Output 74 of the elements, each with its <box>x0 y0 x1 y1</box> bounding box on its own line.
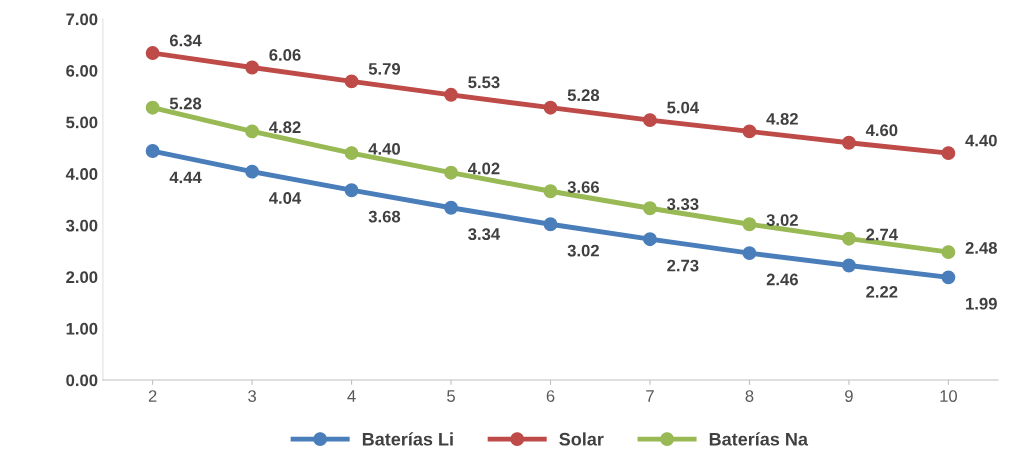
point <box>941 270 956 285</box>
data-label: 2.74 <box>866 228 898 241</box>
legend-label: Baterías Na <box>709 432 809 446</box>
y-tick-label: 6.00 <box>66 64 98 77</box>
x-tick-label: 5 <box>447 390 455 402</box>
data-label: 4.60 <box>865 124 898 137</box>
point <box>643 232 657 247</box>
x-tick-label: 8 <box>745 390 754 402</box>
data-label: 3.68 <box>368 210 401 223</box>
point <box>344 74 359 89</box>
point <box>941 245 956 260</box>
data-label: 4.02 <box>467 162 500 175</box>
y-tick-label: 2.00 <box>66 271 98 284</box>
point <box>145 100 160 115</box>
data-label: 3.02 <box>567 244 599 257</box>
data-label: 3.34 <box>468 228 501 241</box>
data-label: 3.02 <box>766 214 798 226</box>
point <box>742 124 757 139</box>
point <box>543 184 558 199</box>
legend-label: Solar <box>559 432 604 446</box>
point <box>841 231 856 246</box>
point <box>145 46 160 60</box>
data-label: 5.28 <box>169 97 202 110</box>
point <box>841 135 856 150</box>
data-label: 4.04 <box>269 192 302 204</box>
x-tick-label: 2 <box>148 390 157 402</box>
x-tick-label: 7 <box>646 390 654 402</box>
data-label: 6.34 <box>169 34 202 47</box>
data-label: 2.73 <box>667 259 699 272</box>
data-label: 2.48 <box>965 242 997 254</box>
x-tick-label: 9 <box>845 390 853 402</box>
point <box>444 200 458 215</box>
data-label: 4.82 <box>766 112 798 125</box>
data-label: 5.04 <box>667 101 699 114</box>
y-tick-label: 4.00 <box>65 168 98 180</box>
data-label: 3.33 <box>667 198 699 210</box>
y-tick-label: 3.00 <box>65 219 98 232</box>
point <box>444 165 458 180</box>
point <box>444 87 458 102</box>
data-label: 4.82 <box>269 121 301 134</box>
point <box>543 217 558 232</box>
data-label: 5.53 <box>468 76 500 89</box>
data-label: 5.79 <box>368 62 401 75</box>
legend-label: Baterías Li <box>362 432 453 446</box>
x-tick-label: 3 <box>248 390 257 402</box>
y-tick-label: 5.00 <box>66 116 98 129</box>
x-tick-label: 4 <box>347 390 356 402</box>
point <box>245 164 260 179</box>
data-label: 4.40 <box>368 142 400 155</box>
data-label: 3.66 <box>567 181 600 193</box>
point <box>245 124 260 139</box>
point <box>245 60 260 75</box>
point <box>841 258 856 273</box>
point <box>643 201 657 216</box>
x-tick-label: 6 <box>546 390 555 402</box>
data-label: 6.06 <box>269 49 301 61</box>
data-label: 4.40 <box>965 134 997 147</box>
data-label: 2.22 <box>866 285 898 298</box>
data-label: 1.99 <box>966 297 997 310</box>
y-tick-label: 1.00 <box>66 322 98 335</box>
y-tick-label: 0.00 <box>66 374 98 387</box>
point <box>742 217 757 232</box>
point <box>643 113 657 128</box>
point <box>742 246 757 261</box>
data-label: 2.46 <box>766 273 798 286</box>
point <box>941 146 956 161</box>
point <box>344 183 359 198</box>
x-tick-label: 10 <box>940 390 958 402</box>
y-tick-label: 7.00 <box>66 13 98 26</box>
point <box>344 146 359 161</box>
point <box>543 100 558 115</box>
data-label: 5.28 <box>567 89 600 102</box>
point <box>145 144 160 158</box>
data-label: 4.44 <box>169 171 202 184</box>
